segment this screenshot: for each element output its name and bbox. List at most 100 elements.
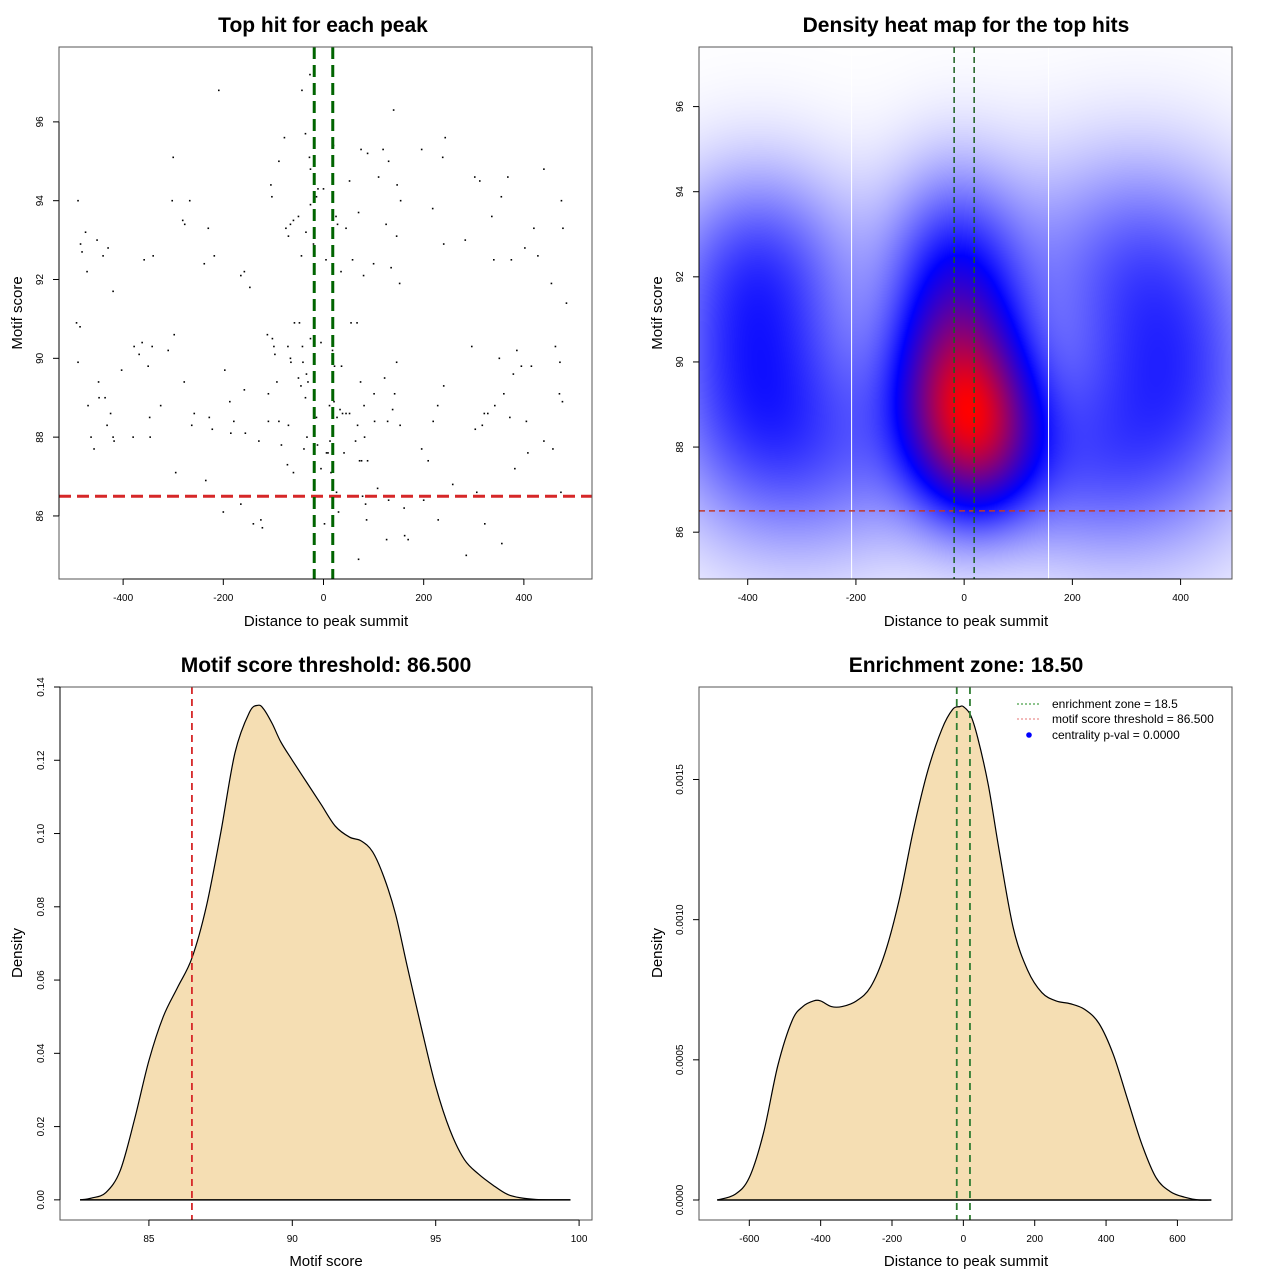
scatter-point — [392, 109, 395, 111]
y-tick-label: 88 — [675, 441, 686, 453]
scatter-point — [278, 420, 280, 423]
scatter-point — [292, 219, 295, 222]
scatter-point — [147, 365, 149, 367]
scatter-point — [298, 322, 301, 324]
scatter-point — [330, 471, 332, 474]
y-tick-label: 88 — [35, 431, 46, 443]
scatter-point — [387, 499, 390, 501]
scatter-point — [266, 333, 269, 336]
scatter-point — [533, 227, 535, 230]
scatter-point — [307, 381, 309, 383]
y-axis-label: Density — [9, 927, 26, 978]
y-tick-label: 94 — [35, 195, 46, 207]
panel-scatter: Top hit for each peak -400 -200 0 200 400 86 8… — [9, 14, 593, 630]
scatter-point — [278, 160, 280, 163]
scatter-point — [323, 523, 326, 525]
scatter-point — [339, 408, 341, 411]
scatter-point — [289, 223, 292, 226]
scatter-point — [483, 412, 486, 415]
scatter-point — [79, 243, 82, 245]
scatter-point — [327, 452, 329, 454]
scatter-point — [470, 345, 473, 348]
scatter-point — [106, 424, 108, 427]
scatter-point — [98, 396, 100, 399]
chart-title: Density heat map for the top hits — [803, 14, 1130, 37]
scatter-point — [273, 345, 275, 348]
scatter-point — [258, 440, 260, 442]
scatter-point — [432, 420, 435, 423]
scatter-point — [335, 215, 337, 218]
scatter-point — [303, 448, 305, 450]
x-tick-label: -200 — [213, 593, 233, 604]
scatter-point — [84, 231, 87, 234]
scatter-point — [240, 503, 242, 505]
scatter-point — [183, 381, 186, 383]
scatter-point — [283, 136, 286, 139]
scatter-point — [293, 322, 296, 324]
scatter-point — [348, 180, 351, 182]
x-axis-label: Distance to peak summit — [884, 613, 1049, 630]
scatter-point — [360, 148, 362, 151]
scatter-point — [97, 381, 100, 383]
scatter-point — [244, 432, 247, 434]
scatter-point — [483, 523, 486, 525]
scatter-point — [524, 247, 526, 249]
scatter-point — [444, 136, 447, 139]
y-axis-label: Density — [649, 927, 666, 978]
scatter-point — [343, 452, 345, 454]
scatter-point — [527, 452, 529, 454]
scatter-point — [383, 377, 386, 379]
scatter-point — [287, 424, 290, 427]
scatter-point — [509, 416, 511, 419]
scatter-point — [390, 266, 392, 269]
scatter-point — [494, 404, 496, 407]
density-area — [80, 705, 571, 1200]
scatter-point — [366, 459, 369, 462]
scatter-point — [290, 361, 292, 364]
scatter-point — [345, 412, 347, 415]
scatter-point — [208, 416, 211, 419]
scatter-point — [261, 526, 264, 529]
scatter-point — [143, 259, 145, 261]
scatter-point — [422, 499, 425, 501]
scatter-point — [280, 444, 283, 446]
scatter-point — [301, 89, 303, 92]
scatter-point — [304, 396, 307, 399]
scatter-point — [550, 282, 553, 285]
x-tick-label: 100 — [571, 1234, 588, 1245]
chart-title: Top hit for each peak — [218, 14, 428, 37]
scatter-point — [75, 322, 78, 324]
scatter-point — [171, 199, 174, 202]
x-axis-label: Motif score — [289, 1253, 362, 1270]
scatter-point — [270, 184, 272, 186]
legend-label-centrality: centrality p-val = 0.0000 — [1052, 728, 1180, 742]
scatter-point — [112, 436, 114, 438]
scatter-point — [90, 436, 92, 438]
scatter-point — [193, 412, 196, 415]
scatter-point — [233, 420, 235, 423]
scatter-point — [230, 432, 232, 434]
scatter-point — [362, 274, 365, 277]
scatter-point — [560, 491, 562, 494]
y-tick-label: 92 — [675, 271, 686, 283]
scatter-point — [315, 195, 318, 198]
y-tick-label: 90 — [675, 356, 686, 368]
scatter-point — [510, 259, 513, 261]
scatter-point — [395, 235, 398, 237]
scatter-point — [325, 259, 327, 261]
scatter-point — [285, 227, 287, 230]
scatter-point — [249, 286, 251, 289]
scatter-point — [340, 270, 342, 273]
x-tick-label: 600 — [1169, 1234, 1186, 1245]
x-tick-label: 85 — [143, 1234, 155, 1245]
y-tick-label: 0.0015 — [675, 764, 686, 795]
scatter-point — [93, 448, 95, 450]
scatter-point — [442, 385, 445, 387]
scatter-point — [341, 412, 344, 415]
x-tick-label: 200 — [415, 593, 432, 604]
scatter-point — [543, 440, 545, 442]
scatter-point — [329, 440, 331, 442]
scatter-point — [340, 365, 343, 367]
scatter-point — [217, 89, 220, 92]
scatter-point — [167, 349, 170, 352]
